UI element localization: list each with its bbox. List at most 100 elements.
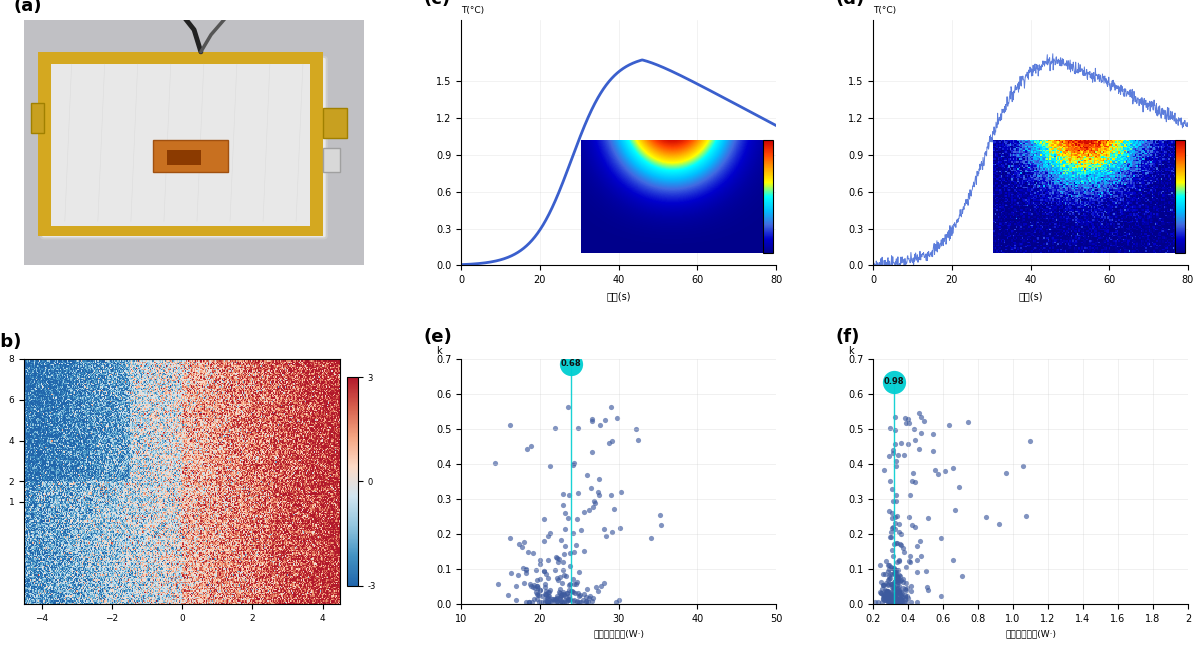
Point — [536, 585, 556, 596]
Point — [907, 597, 926, 608]
Point — [884, 594, 904, 604]
Point — [534, 565, 553, 576]
Point — [515, 578, 534, 589]
Point — [892, 594, 911, 605]
Point — [883, 580, 902, 591]
Point — [996, 467, 1015, 478]
Point — [884, 583, 904, 594]
Point — [871, 576, 890, 587]
Point — [889, 574, 908, 585]
Bar — [37, 226, 323, 236]
Point — [901, 597, 920, 608]
Point — [888, 575, 907, 586]
Point — [612, 487, 631, 497]
Point — [535, 578, 554, 589]
Point — [542, 594, 562, 605]
Point — [883, 578, 902, 589]
Point — [880, 592, 899, 603]
Point — [884, 596, 904, 606]
Point — [888, 587, 907, 598]
Point — [536, 596, 556, 607]
Point — [560, 547, 580, 558]
Point — [518, 546, 538, 557]
Point — [500, 533, 520, 543]
Point — [883, 597, 902, 608]
Point — [892, 575, 911, 586]
Point — [874, 465, 893, 475]
Point — [558, 594, 577, 605]
Point — [881, 592, 900, 602]
Point — [886, 569, 905, 580]
Point — [565, 457, 584, 468]
FancyBboxPatch shape — [41, 56, 326, 238]
Point — [886, 424, 905, 435]
Point — [905, 424, 924, 434]
Point — [553, 489, 572, 500]
Bar — [31, 104, 44, 133]
Point — [583, 415, 602, 426]
Point — [880, 571, 899, 582]
Point — [889, 571, 908, 582]
X-axis label: 时间(s): 时间(s) — [1019, 291, 1043, 301]
Point — [577, 592, 596, 602]
Point — [888, 570, 907, 581]
Point — [878, 593, 898, 604]
Point — [551, 592, 570, 602]
Point — [527, 594, 546, 604]
Point — [887, 568, 906, 579]
Point — [540, 590, 559, 601]
Point — [887, 591, 906, 602]
Point — [551, 590, 570, 600]
Point — [553, 578, 572, 588]
Point — [530, 585, 550, 596]
Point — [878, 566, 898, 577]
Point — [548, 596, 568, 606]
Point — [584, 495, 604, 506]
Point — [559, 594, 578, 605]
Point — [566, 579, 586, 590]
Point — [878, 580, 898, 590]
Point — [607, 413, 626, 424]
Point — [500, 567, 520, 578]
Point — [536, 595, 556, 606]
Point — [917, 565, 936, 576]
Point — [554, 588, 574, 599]
Point — [881, 596, 900, 607]
Point — [884, 539, 904, 550]
Point — [888, 580, 907, 590]
Text: 0.98: 0.98 — [884, 377, 905, 386]
Point — [893, 583, 912, 594]
Point — [517, 564, 536, 574]
Point — [560, 560, 580, 571]
Point — [893, 592, 912, 603]
Point — [888, 594, 907, 604]
Point — [523, 548, 542, 558]
Point — [588, 585, 607, 596]
Point — [578, 597, 598, 608]
Point — [889, 577, 908, 588]
Point — [889, 584, 908, 595]
Point — [881, 587, 900, 598]
Point — [560, 585, 580, 596]
Point — [554, 565, 574, 576]
Point — [580, 590, 599, 601]
Point — [574, 595, 593, 606]
Point — [569, 567, 588, 578]
Text: 0.68: 0.68 — [562, 359, 582, 369]
Point — [902, 520, 922, 531]
Point — [565, 587, 584, 598]
Point — [876, 594, 895, 605]
Point — [887, 594, 906, 605]
Point — [485, 457, 504, 468]
Point — [905, 522, 924, 533]
Point — [887, 573, 906, 584]
Point — [872, 584, 892, 594]
Point — [899, 439, 918, 450]
Text: k: k — [436, 346, 442, 357]
Point — [865, 597, 884, 608]
Point — [588, 486, 607, 497]
Point — [602, 436, 622, 446]
Point — [883, 596, 902, 606]
Point — [882, 544, 901, 555]
Point — [877, 589, 896, 600]
